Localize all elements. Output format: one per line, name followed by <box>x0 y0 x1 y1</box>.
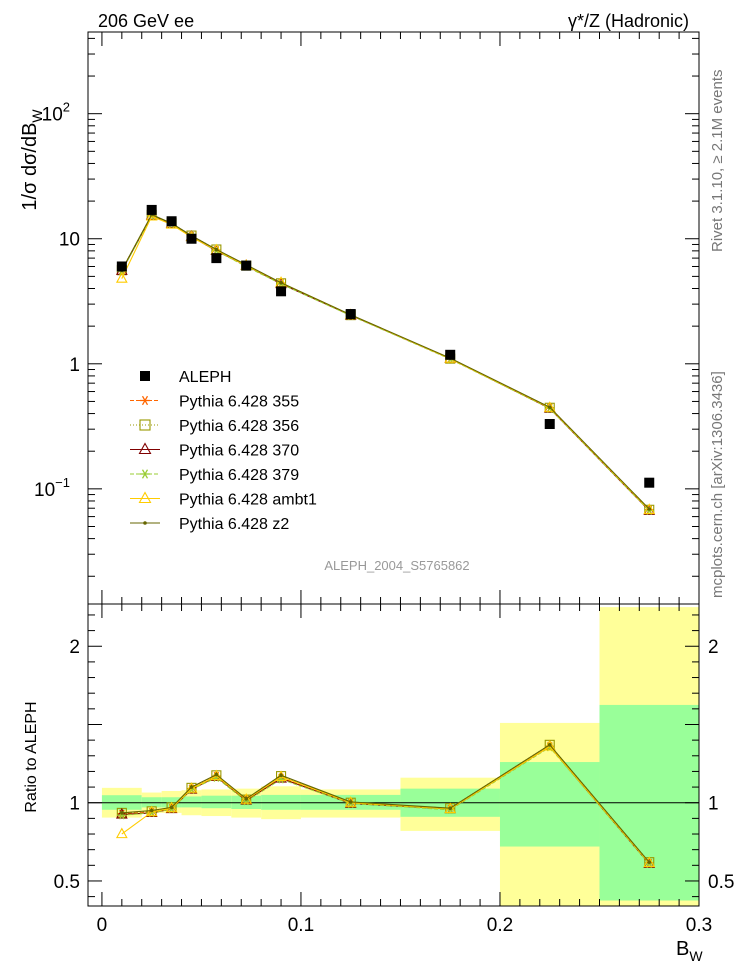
ratio-point-z2-9 <box>547 743 552 747</box>
legend: ALEPH Pythia 6.428 355 Pythia 6.428 356 Pyt… <box>130 369 317 533</box>
ratio-point-z2-10 <box>647 860 652 864</box>
main-line-p355 <box>121 214 650 511</box>
ratio-uncertainty-bands <box>88 607 699 906</box>
main-point-z2-4 <box>214 247 219 252</box>
aleph-point-7 <box>345 309 356 320</box>
main-line-ambt1 <box>121 215 650 511</box>
analysis-label: ALEPH_2004_S5765862 <box>324 558 469 573</box>
legend-marker-p370 <box>138 442 152 455</box>
ratio-point-z2-1 <box>149 808 154 813</box>
aleph-point-1 <box>146 204 157 215</box>
header-left-label: 206 GeV ee <box>98 11 194 31</box>
ratio-ytick-label-right-1: 1 <box>708 794 719 815</box>
main-point-ambt1-9 <box>543 401 556 412</box>
aleph-point-0 <box>116 261 127 272</box>
legend-marker-z2 <box>143 521 147 525</box>
legend-label-z2: Pythia 6.428 z2 <box>179 516 289 533</box>
ratio-ytick-label-0: 0.5 <box>54 872 80 893</box>
ratio-ytick-label-right-2: 2 <box>708 637 719 658</box>
ratio-stat-band-4 <box>201 795 232 809</box>
main-point-z2-6 <box>279 280 283 285</box>
ratio-ytick-label-1: 1 <box>69 794 80 815</box>
aleph-point-4 <box>211 253 222 264</box>
ratio-frame <box>87 603 700 907</box>
main-ytick-label-3: 102 <box>42 100 70 126</box>
x-tick-label-2: 0.2 <box>487 915 513 936</box>
ratio-ytick-label-right-0: 0.5 <box>708 872 734 893</box>
legend-marker-p379 <box>140 469 150 479</box>
ratio-ytick-label-2: 2 <box>69 637 80 658</box>
ratio-point-z2-3 <box>189 785 194 789</box>
ratio-point-z2-8 <box>448 806 453 811</box>
ratio-point-z2-5 <box>244 797 249 801</box>
main-point-z2-10 <box>647 507 652 511</box>
aleph-point-9 <box>544 419 555 430</box>
aleph-point-3 <box>186 233 197 244</box>
aleph-point-8 <box>445 349 456 360</box>
legend-label-aleph: ALEPH <box>179 369 231 386</box>
aleph-point-5 <box>241 260 252 271</box>
x-axis-label: BW <box>676 938 703 964</box>
x-tick-label-0: 0 <box>97 915 108 936</box>
legend-label-p355: Pythia 6.428 355 <box>179 394 299 411</box>
legend-label-p379: Pythia 6.428 379 <box>179 467 299 484</box>
legend-label-ambt1: Pythia 6.428 ambt1 <box>179 492 317 509</box>
main-line-p356 <box>121 214 650 511</box>
aleph-point-10 <box>644 477 655 488</box>
ratio-stat-band-3 <box>181 796 202 808</box>
aleph-point-6 <box>276 286 287 297</box>
legend-label-p356: Pythia 6.428 356 <box>179 418 299 435</box>
legend-marker-ambt1 <box>138 491 152 504</box>
main-point-ambt1-10 <box>643 503 656 514</box>
legend-label-p370: Pythia 6.428 370 <box>179 443 299 460</box>
ratio-point-ambt1-3 <box>185 782 198 793</box>
mcplots-label: mcplots.cern.ch [arXiv:1306.3436] <box>709 371 726 598</box>
legend-marker-p355 <box>140 395 150 406</box>
ratio-stat-band-9 <box>499 762 600 847</box>
ratio-point-z2-7 <box>348 800 353 804</box>
ratio-point-ambt1-10 <box>643 856 656 868</box>
x-tick-label-3: 0.3 <box>686 915 712 936</box>
ratio-point-z2-2 <box>169 805 174 810</box>
ratio-point-ambt1-4 <box>210 769 223 781</box>
rivet-version-label: Rivet 3.1.10, ≥ 2.1M events <box>709 70 726 253</box>
ratio-point-ambt1-0 <box>115 827 128 839</box>
main-ytick-label-2: 10 <box>59 230 80 251</box>
axes-frames <box>87 31 700 907</box>
main-ytick-label-0: 10−1 <box>34 475 70 501</box>
main-point-z2-9 <box>547 405 552 409</box>
x-tick-label-1: 0.1 <box>288 915 314 936</box>
legend-marker-p356 <box>139 419 151 431</box>
main-point-ambt1-0 <box>115 272 128 283</box>
aleph-point-2 <box>166 216 177 227</box>
main-ylabel: 1/σ dσ/dBW <box>19 109 45 211</box>
legend-marker-aleph <box>140 371 150 381</box>
axis-ticks: 0 0.1 0.2 0.3 10−1 1 10 102 0.5 0.5 1 1 2 2 <box>34 32 734 936</box>
ratio-ylabel: Ratio to ALEPH <box>23 701 40 812</box>
aleph-data-points <box>116 204 655 488</box>
main-ytick-label-1: 1 <box>69 355 80 376</box>
main-line-z2 <box>121 213 650 510</box>
ratio-point-ambt1-5 <box>240 793 253 804</box>
ratio-point-z2-6 <box>279 773 283 778</box>
ratio-point-p370-0 <box>115 807 128 819</box>
ratio-series <box>115 739 656 868</box>
header-right-label: γ*/Z (Hadronic) <box>568 11 689 31</box>
ratio-point-z2-4 <box>214 772 219 777</box>
ratio-point-z2-0 <box>120 811 124 815</box>
ratio-line-p379 <box>121 746 650 865</box>
ratio-point-ambt1-9 <box>543 739 556 751</box>
